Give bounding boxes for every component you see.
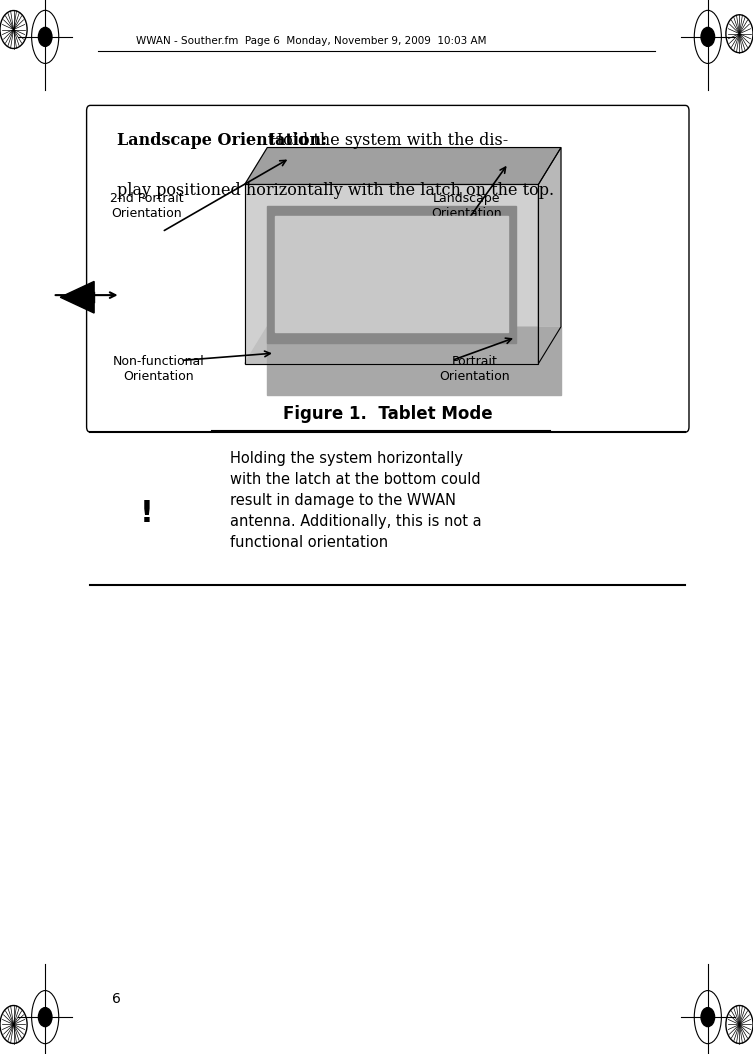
Text: !: !	[140, 500, 154, 528]
Polygon shape	[245, 327, 561, 364]
Polygon shape	[245, 148, 561, 184]
Circle shape	[701, 27, 715, 46]
Text: 6: 6	[112, 992, 121, 1007]
Text: Holding the system horizontally
with the latch at the bottom could
result in dam: Holding the system horizontally with the…	[230, 451, 481, 549]
Polygon shape	[538, 148, 561, 364]
Circle shape	[38, 27, 52, 46]
Text: WWAN - Souther.fm  Page 6  Monday, November 9, 2009  10:03 AM: WWAN - Souther.fm Page 6 Monday, Novembe…	[136, 37, 486, 46]
Polygon shape	[275, 216, 508, 332]
Text: 2nd Portrait
Orientation: 2nd Portrait Orientation	[110, 192, 184, 220]
Polygon shape	[111, 445, 183, 532]
Polygon shape	[267, 206, 516, 343]
Circle shape	[38, 1008, 52, 1027]
Polygon shape	[60, 281, 94, 313]
Circle shape	[701, 1008, 715, 1027]
Text: Hold the system with the dis-: Hold the system with the dis-	[264, 132, 508, 149]
Text: Landscape
Orientation: Landscape Orientation	[431, 192, 502, 220]
Polygon shape	[245, 184, 538, 364]
Text: Landscape Orientation:: Landscape Orientation:	[117, 132, 327, 149]
Text: Portrait
Orientation: Portrait Orientation	[439, 355, 510, 384]
Text: Non-functional
Orientation: Non-functional Orientation	[112, 355, 204, 384]
Text: play positioned horizontally with the latch on the top.: play positioned horizontally with the la…	[117, 182, 554, 199]
Polygon shape	[267, 327, 561, 395]
Text: Figure 1.  Tablet Mode: Figure 1. Tablet Mode	[283, 405, 492, 424]
